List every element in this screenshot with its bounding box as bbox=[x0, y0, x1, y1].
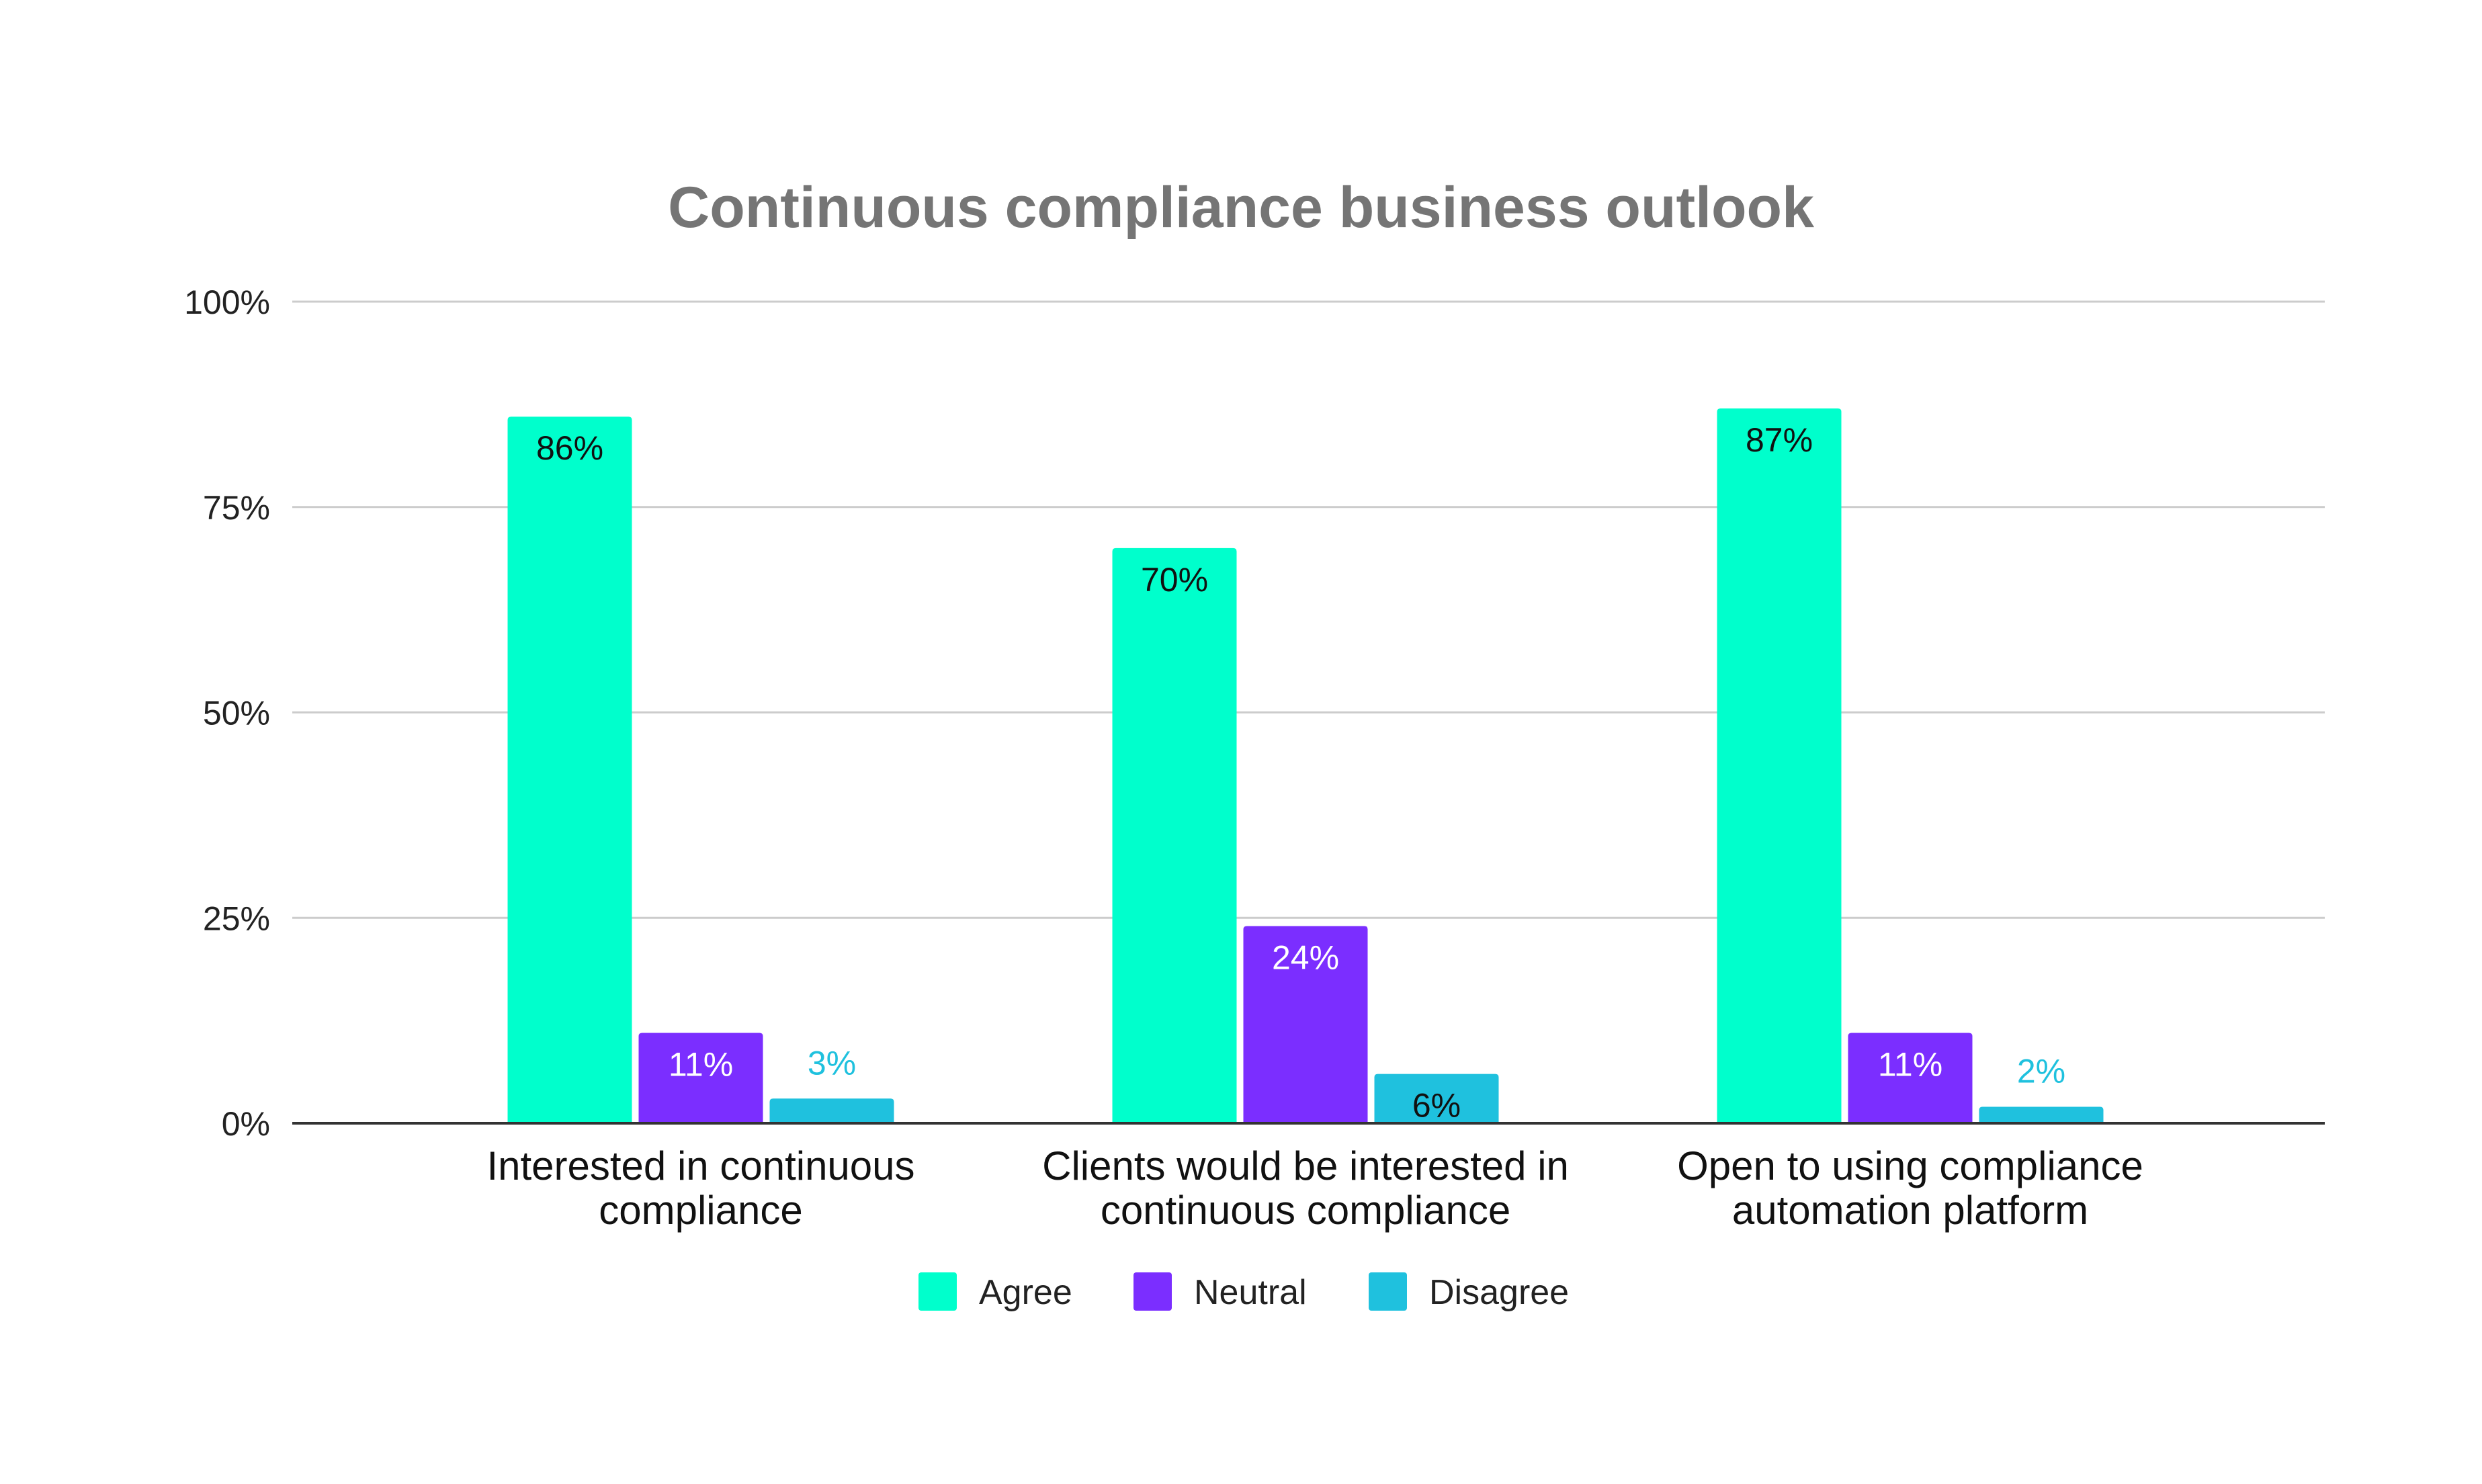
legend-swatch-agree bbox=[918, 1272, 957, 1311]
y-tick-label: 75% bbox=[203, 489, 270, 527]
bar-agree-2 bbox=[1112, 548, 1237, 1123]
legend-label-neutral: Neutral bbox=[1194, 1273, 1307, 1312]
data-label-agree-3: 87% bbox=[1746, 421, 1813, 459]
legend-label-agree: Agree bbox=[979, 1273, 1072, 1312]
legend-label-disagree: Disagree bbox=[1429, 1273, 1569, 1312]
data-labels: 86% 70% 87% 11% 24% 11% 3% 6% 2% bbox=[536, 421, 2065, 1125]
data-label-disagree-2: 6% bbox=[1412, 1087, 1461, 1125]
legend-item-neutral[interactable]: Neutral bbox=[1133, 1272, 1307, 1312]
data-label-disagree-3: 2% bbox=[2017, 1053, 2065, 1090]
data-label-neutral-2: 24% bbox=[1272, 939, 1339, 976]
legend-item-disagree[interactable]: Disagree bbox=[1369, 1272, 1569, 1312]
bar-disagree-1 bbox=[769, 1098, 894, 1123]
data-label-disagree-1: 3% bbox=[808, 1044, 856, 1082]
bar-disagree-3 bbox=[1979, 1106, 2104, 1123]
category-label-3: automation platform bbox=[1732, 1188, 2088, 1233]
category-label-3: Open to using compliance bbox=[1677, 1143, 2143, 1188]
legend-swatch-disagree bbox=[1369, 1272, 1407, 1311]
bar-agree-3 bbox=[1717, 408, 1842, 1123]
bar-neutral-3 bbox=[1848, 1033, 1973, 1123]
category-label-1: compliance bbox=[599, 1188, 803, 1233]
y-tick-label: 0% bbox=[222, 1105, 270, 1143]
legend-item-agree[interactable]: Agree bbox=[918, 1272, 1072, 1312]
category-label-1: Interested in continuous bbox=[486, 1143, 914, 1188]
bars bbox=[507, 408, 2104, 1123]
y-tick-label: 50% bbox=[203, 695, 270, 732]
data-label-agree-1: 86% bbox=[536, 429, 603, 467]
bar-disagree-2 bbox=[1374, 1074, 1499, 1123]
category-label-2: continuous compliance bbox=[1101, 1188, 1510, 1233]
legend[interactable]: Agree Neutral Disagree bbox=[918, 1272, 1569, 1312]
chart-title: Continuous compliance business outlook bbox=[668, 175, 1814, 240]
legend-swatch-neutral bbox=[1133, 1272, 1172, 1311]
y-tick-label: 25% bbox=[203, 900, 270, 937]
y-tick-label: 100% bbox=[184, 283, 270, 321]
bar-neutral-1 bbox=[638, 1033, 763, 1123]
data-label-neutral-1: 11% bbox=[669, 1045, 733, 1083]
data-label-neutral-3: 11% bbox=[1878, 1045, 1942, 1083]
data-label-agree-2: 70% bbox=[1141, 561, 1208, 599]
bar-neutral-2 bbox=[1243, 926, 1368, 1123]
category-label-2: Clients would be interested in bbox=[1042, 1143, 1569, 1188]
y-axis-tick-labels: 0% 25% 50% 75% 100% bbox=[184, 283, 270, 1143]
bar-agree-1 bbox=[507, 417, 632, 1123]
